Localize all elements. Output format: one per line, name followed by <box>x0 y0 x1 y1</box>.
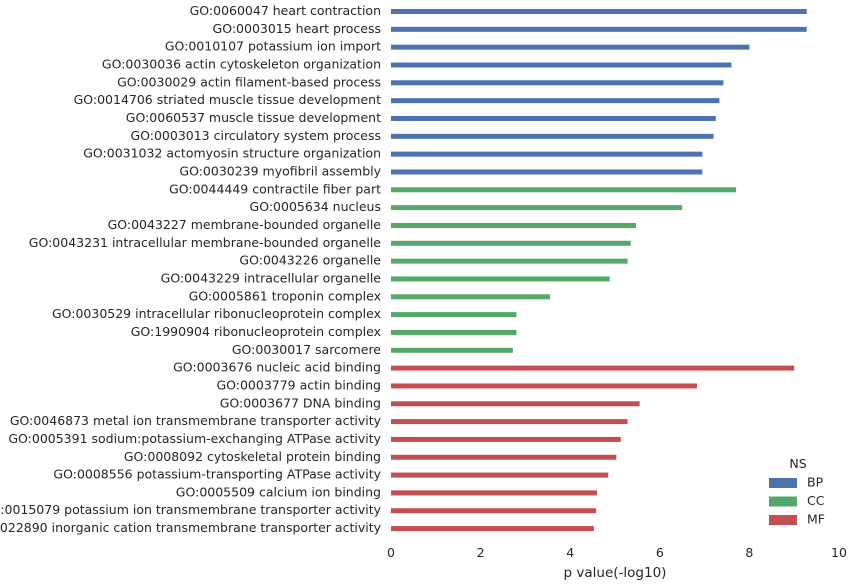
bar-bp <box>391 169 703 175</box>
category-label: GO:1990904 ribonucleoprotein complex <box>131 324 381 339</box>
bar-bp <box>391 44 750 50</box>
x-axis-label: p value(-log10) <box>564 565 667 581</box>
legend-swatch-bp <box>769 478 797 488</box>
bar-cc <box>391 205 683 211</box>
category-label: GO:0060047 heart contraction <box>190 3 381 18</box>
bar-bp <box>391 151 703 157</box>
category-label: GO:0043229 intracellular organelle <box>161 270 382 285</box>
x-tick-label: 8 <box>745 545 753 560</box>
legend-label-bp: BP <box>807 475 824 490</box>
legend-swatch-mf <box>769 515 797 525</box>
bar-mf <box>391 454 617 460</box>
category-label: GO:0030529 intracellular ribonucleoprote… <box>52 306 381 321</box>
bar-cc <box>391 240 631 246</box>
x-tick-label: 0 <box>387 545 395 560</box>
legend-swatch-cc <box>769 496 797 507</box>
category-label: GO:0043227 membrane-bounded organelle <box>108 217 382 232</box>
bar-mf <box>391 419 628 425</box>
x-tick-label: 4 <box>566 545 574 560</box>
bar-cc <box>391 276 610 282</box>
x-axis-ticks: 0 2 4 6 8 10 <box>387 545 847 560</box>
bar-bp <box>391 9 807 14</box>
legend-label-mf: MF <box>807 512 825 527</box>
bar-cc <box>391 187 736 193</box>
bar-cc <box>391 222 637 228</box>
category-label: GO:0030017 sarcomere <box>232 342 381 357</box>
bar-mf <box>391 383 697 389</box>
bar-cc <box>391 347 513 353</box>
bar-mf <box>391 365 795 371</box>
bar-cc <box>391 294 551 300</box>
x-tick-label: 2 <box>477 545 485 560</box>
category-label: GO:0031032 actomyosin structure organiza… <box>83 146 381 161</box>
bar-cc <box>391 258 628 264</box>
bar-mf <box>391 508 597 514</box>
legend-title: NS <box>789 456 806 471</box>
category-label: GO:0060537 muscle tissue development <box>126 110 381 125</box>
category-label: GO:0005509 calcium ion binding <box>176 484 381 499</box>
x-tick-label: 10 <box>831 545 847 560</box>
category-labels: GO:0060047 heart contraction GO:0003015 h… <box>0 3 382 535</box>
category-label: GO:0003677 DNA binding <box>220 395 381 410</box>
category-label: GO:0043226 organelle <box>239 253 381 268</box>
category-label: GO:0043231 intracellular membrane-bounde… <box>29 235 382 250</box>
bar-mf <box>391 436 621 442</box>
category-label: GO:0044449 contractile fiber part <box>169 181 381 196</box>
category-label: GO:0003779 actin binding <box>216 377 381 392</box>
bar-mf <box>391 526 594 532</box>
bar-bp <box>391 115 716 121</box>
category-label: GO:0008092 cytoskeletal protein binding <box>124 449 381 464</box>
bar-mf <box>391 472 609 478</box>
legend-label-cc: CC <box>807 493 825 508</box>
category-label: GO:0003015 heart process <box>213 21 381 36</box>
bars <box>391 9 807 532</box>
bar-bp <box>391 62 732 68</box>
bar-bp <box>391 26 807 32</box>
category-label: GO:0005861 troponin complex <box>189 288 381 303</box>
category-label: GO:0003013 circulatory system process <box>130 128 381 143</box>
category-label: GO:0030029 actin filament-based process <box>117 74 381 89</box>
bar-bp <box>391 133 714 139</box>
category-label: GO:0022890 inorganic cation transmembran… <box>0 520 382 535</box>
category-label: GO:0010107 potassium ion import <box>165 39 381 54</box>
category-label: GO:0030239 myofibril assembly <box>179 163 381 178</box>
category-label: GO:0030036 actin cytoskeleton organizati… <box>102 56 381 71</box>
bar-bp <box>391 80 724 86</box>
category-label: GO:0005391 sodium:potassium-exchanging A… <box>8 431 381 446</box>
bar-bp <box>391 98 720 104</box>
bar-mf <box>391 401 640 407</box>
category-label: GO:0005634 nucleus <box>250 199 381 214</box>
bar-cc <box>391 329 517 335</box>
category-label: GO:0015079 potassium ion transmembrane t… <box>0 502 382 517</box>
category-label: GO:0003676 nucleic acid binding <box>173 360 381 375</box>
bar-mf <box>391 490 598 496</box>
category-label: GO:0014706 striated muscle tissue develo… <box>74 92 382 107</box>
category-label: GO:0046873 metal ion transmembrane trans… <box>10 413 382 428</box>
x-tick-label: 6 <box>656 545 664 560</box>
category-label: GO:0008556 potassium-transporting ATPase… <box>53 467 381 482</box>
bar-cc <box>391 312 517 318</box>
